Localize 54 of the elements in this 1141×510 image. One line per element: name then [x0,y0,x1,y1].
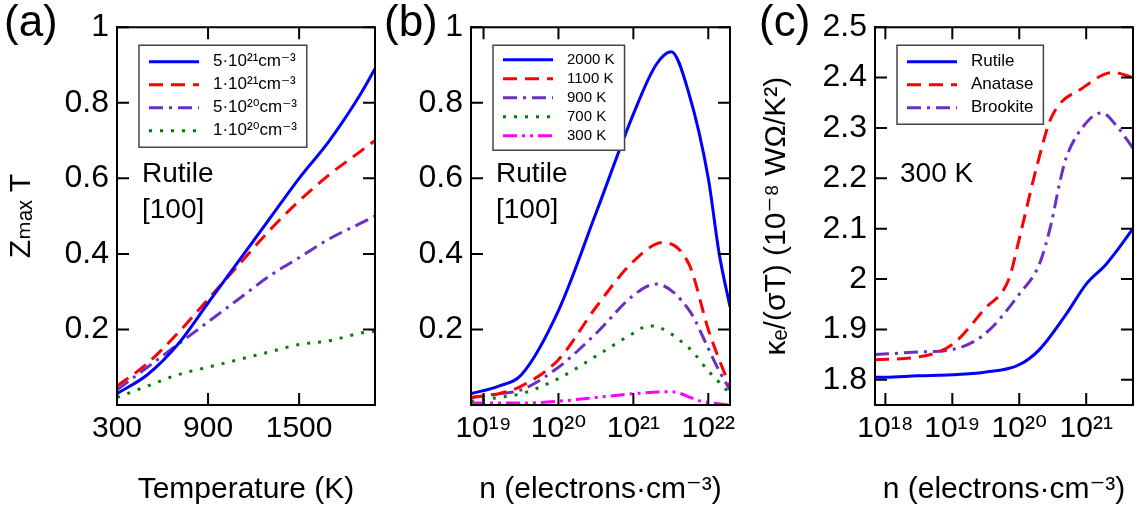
legend-label: 700 K [567,106,607,124]
x-axis-title: n (electrons·cm⁻³) [882,471,1126,505]
y-tick-label: 1.8 [822,359,867,396]
x-tick-label: 10²⁰ [991,410,1047,444]
x-axis-title: Temperature (K) [137,471,355,505]
y-tick-label: 1 [91,7,109,44]
x-tick-label: 10²¹ [1059,410,1113,444]
legend-label: 1·10²⁰cm⁻³ [213,120,298,140]
x-tick-label: 300 [91,410,143,444]
annotation: [100] [142,193,205,225]
legend-label: Anatase [971,74,1034,94]
y-axis-title: Zₘₐₓ T [3,174,37,259]
x-tick-label: 10²² [681,410,735,444]
legend-label: 2000 K [567,49,615,67]
legend-label: 1·10²¹cm⁻³ [213,74,296,94]
y-tick-label: 0.2 [418,309,463,346]
y-tick-label: 2.1 [822,208,867,245]
annotation: 300 K [900,157,974,189]
legend-label: 300 K [567,125,607,143]
y-tick-label: 1.9 [822,309,867,346]
annotation: [100] [496,193,559,225]
x-tick-label: 10²¹ [606,410,661,444]
y-tick-label: 2.2 [822,158,867,195]
x-axis-title: n (electrons·cm⁻³) [479,471,722,505]
legend-label: 5·10²¹cm⁻³ [213,51,296,71]
legend-label: Brookite [971,97,1034,117]
x-tick-label: 10¹⁹ [455,410,512,444]
y-tick-label: 2.3 [822,107,867,144]
x-tick-label: 900 [183,410,234,444]
y-tick-label: 0.8 [418,82,463,119]
chart-title: (b) [384,0,438,46]
legend-label: 900 K [567,87,607,105]
annotation: Rutile [142,157,214,189]
x-tick-label: 10²⁰ [530,410,587,444]
y-tick-label: 0.4 [418,233,463,270]
chart-title: (c) [759,0,811,46]
y-tick-label: 2.5 [822,7,867,44]
chart-title: (a) [4,0,58,46]
legend-label: Rutile [971,51,1015,71]
y-tick-label: 2 [849,258,867,295]
y-tick-label: 0.6 [418,158,463,195]
y-tick-label: 0.4 [64,233,109,270]
annotation: Rutile [496,157,568,189]
y-tick-label: 1 [445,7,463,44]
x-tick-label: 10¹⁸ [857,410,914,444]
legend-label: 5·10²⁰cm⁻³ [213,97,298,117]
y-tick-label: 0.8 [64,82,109,119]
x-tick-label: 1500 [265,410,333,444]
y-axis-title: κₑ/(σT) (10⁻⁸ WΩ/K²) [758,76,792,356]
y-tick-label: 2.4 [822,57,867,94]
y-tick-label: 0.6 [64,158,109,195]
x-tick-label: 10¹⁹ [924,410,981,444]
y-tick-label: 0.2 [64,309,109,346]
legend-label: 1100 K [567,68,614,86]
